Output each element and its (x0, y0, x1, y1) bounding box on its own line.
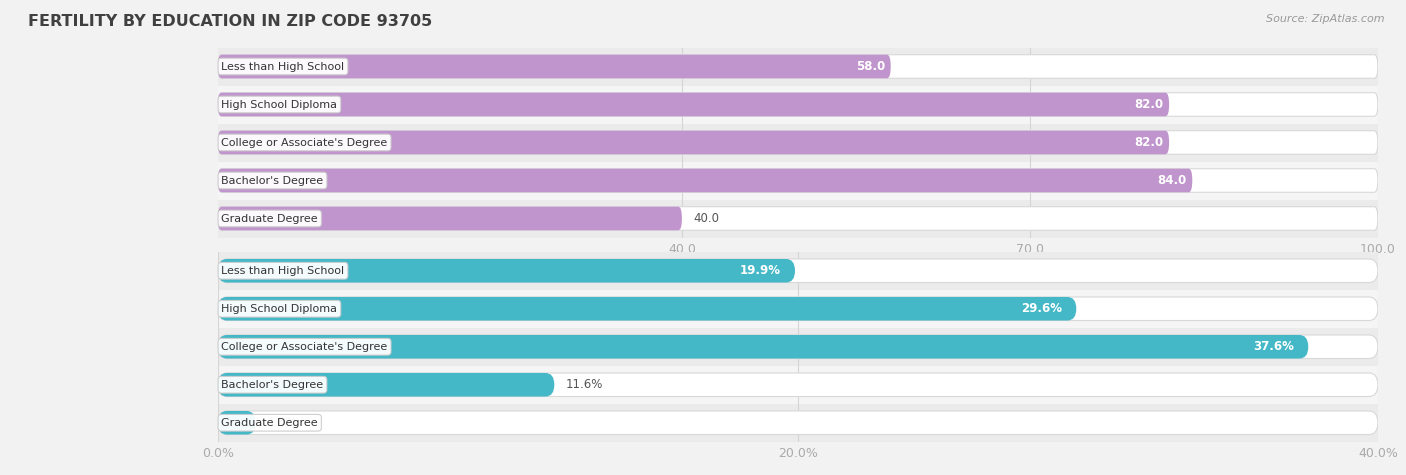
Text: 82.0: 82.0 (1135, 136, 1163, 149)
FancyBboxPatch shape (218, 169, 1378, 192)
FancyBboxPatch shape (218, 55, 891, 78)
Bar (218, 328, 1378, 366)
Text: College or Associate's Degree: College or Associate's Degree (221, 137, 388, 148)
Text: Graduate Degree: Graduate Degree (221, 213, 318, 224)
Text: Less than High School: Less than High School (221, 266, 344, 276)
Text: FERTILITY BY EDUCATION IN ZIP CODE 93705: FERTILITY BY EDUCATION IN ZIP CODE 93705 (28, 14, 433, 29)
Bar (218, 162, 1378, 199)
Text: Less than High School: Less than High School (221, 61, 344, 72)
Text: 58.0: 58.0 (856, 60, 884, 73)
Text: 1.3%: 1.3% (267, 416, 297, 429)
Bar (218, 290, 1378, 328)
FancyBboxPatch shape (218, 259, 1378, 283)
FancyBboxPatch shape (218, 373, 1378, 397)
Text: Bachelor's Degree: Bachelor's Degree (221, 175, 323, 186)
Bar (218, 124, 1378, 162)
FancyBboxPatch shape (218, 297, 1077, 321)
Text: 11.6%: 11.6% (565, 378, 603, 391)
Bar (218, 48, 1378, 86)
FancyBboxPatch shape (218, 93, 1378, 116)
Bar (218, 252, 1378, 290)
FancyBboxPatch shape (218, 207, 1378, 230)
Bar (218, 86, 1378, 124)
FancyBboxPatch shape (218, 207, 682, 230)
Bar (218, 404, 1378, 442)
FancyBboxPatch shape (218, 131, 1378, 154)
FancyBboxPatch shape (218, 55, 1378, 78)
Text: 84.0: 84.0 (1157, 174, 1187, 187)
Text: College or Associate's Degree: College or Associate's Degree (221, 342, 388, 352)
Text: High School Diploma: High School Diploma (221, 99, 337, 110)
Text: 82.0: 82.0 (1135, 98, 1163, 111)
Text: Graduate Degree: Graduate Degree (221, 418, 318, 428)
FancyBboxPatch shape (218, 259, 794, 283)
FancyBboxPatch shape (218, 411, 1378, 435)
Text: 40.0: 40.0 (693, 212, 720, 225)
FancyBboxPatch shape (218, 335, 1308, 359)
Text: Bachelor's Degree: Bachelor's Degree (221, 380, 323, 390)
Text: 29.6%: 29.6% (1021, 302, 1062, 315)
FancyBboxPatch shape (218, 93, 1170, 116)
Text: High School Diploma: High School Diploma (221, 304, 337, 314)
FancyBboxPatch shape (218, 169, 1192, 192)
FancyBboxPatch shape (218, 335, 1378, 359)
Bar (218, 200, 1378, 238)
Text: Source: ZipAtlas.com: Source: ZipAtlas.com (1267, 14, 1385, 24)
FancyBboxPatch shape (218, 373, 554, 397)
Text: 37.6%: 37.6% (1253, 340, 1294, 353)
FancyBboxPatch shape (218, 411, 256, 435)
Text: 19.9%: 19.9% (740, 264, 780, 277)
FancyBboxPatch shape (218, 131, 1170, 154)
FancyBboxPatch shape (218, 297, 1378, 321)
Bar (218, 366, 1378, 404)
